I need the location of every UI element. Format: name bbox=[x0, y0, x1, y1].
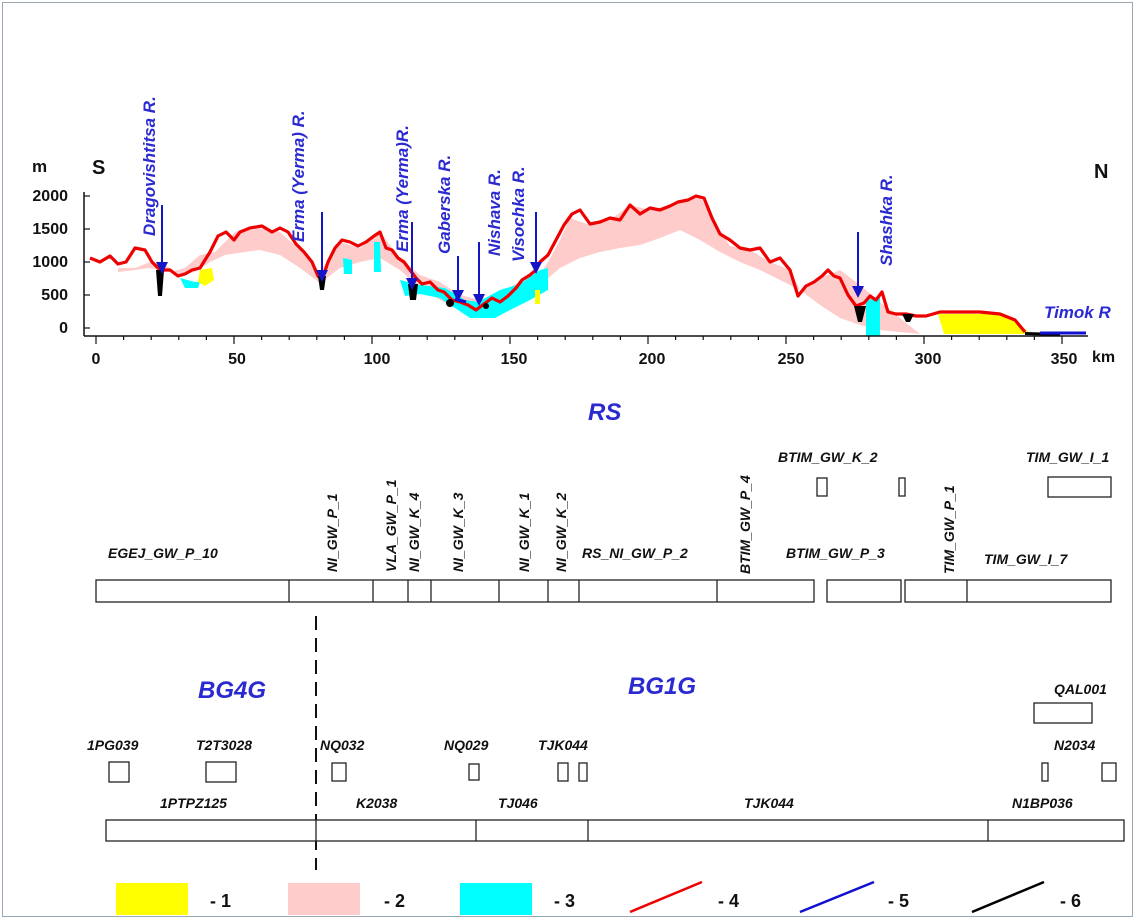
legend-label: - 5 bbox=[888, 891, 909, 911]
south-label: S bbox=[92, 157, 105, 179]
cyan-aquifer-area-2 bbox=[343, 258, 352, 274]
rs-label: TIM_GW_P_1 bbox=[941, 485, 957, 574]
y-axis-ticks bbox=[84, 195, 90, 329]
legend-line-black bbox=[971, 880, 1045, 914]
x-tick-label: 150 bbox=[501, 351, 528, 368]
river-label-visochka: Visochka R. bbox=[509, 166, 528, 262]
north-label: N bbox=[1094, 161, 1108, 183]
bg-label: TJ046 bbox=[498, 795, 538, 811]
x-tick-label: 250 bbox=[778, 351, 805, 368]
bg-section: BG4G BG1G 1PG039 T2T3028 NQ032 NQ029 TJK… bbox=[87, 673, 1125, 842]
y-tick-label: 1500 bbox=[32, 221, 68, 238]
x-tick-label: 100 bbox=[364, 351, 391, 368]
rs-label: BTIM_GW_P_3 bbox=[786, 545, 885, 561]
bg1g-title: BG1G bbox=[628, 673, 696, 700]
bg-label: N1BP036 bbox=[1012, 795, 1073, 811]
rs-label: EGEJ_GW_P_10 bbox=[108, 545, 218, 561]
x-tick-label: 350 bbox=[1051, 351, 1078, 368]
terrain-surface-line bbox=[89, 194, 1027, 334]
rs-label: VLA_GW_P_1 bbox=[383, 479, 399, 572]
legend-label: - 1 bbox=[210, 891, 231, 911]
rs-label: BTIM_GW_K_2 bbox=[778, 449, 878, 465]
yellow-aquifer-area-2 bbox=[938, 314, 1030, 334]
bg-label: QAL001 bbox=[1054, 681, 1107, 697]
river-label-gaberska: Gaberska R. bbox=[435, 155, 454, 254]
x-axis-ticks bbox=[95, 336, 1063, 344]
river-arrows bbox=[156, 205, 864, 306]
legend-label: - 6 bbox=[1060, 891, 1081, 911]
bg-label: TJK044 bbox=[538, 737, 588, 753]
bg-label: 1PTPZ125 bbox=[160, 795, 227, 811]
rs-label: TIM_GW_I_1 bbox=[1026, 449, 1109, 465]
legend-label: - 4 bbox=[718, 891, 739, 911]
rs-label: NI_GW_K_3 bbox=[450, 492, 466, 572]
y-tick-label: 500 bbox=[41, 287, 68, 304]
legend-line-blue bbox=[799, 880, 875, 914]
y-tick-label: 1000 bbox=[32, 254, 68, 271]
legend: - 1 - 2 - 3 - 4 - 5 - 6 bbox=[116, 880, 1081, 915]
bg4g-title: BG4G bbox=[198, 677, 266, 704]
x-axis-unit: km bbox=[1092, 349, 1115, 366]
rs-boxes bbox=[95, 476, 1112, 603]
river-label-shashka: Shashka R. bbox=[877, 174, 896, 266]
y-tick-label: 0 bbox=[59, 320, 68, 337]
bg-label: NQ029 bbox=[444, 737, 489, 753]
bg-label: TJK044 bbox=[744, 795, 794, 811]
bg-label: N2034 bbox=[1054, 737, 1095, 753]
rs-title: RS bbox=[588, 399, 621, 426]
x-tick-label: 50 bbox=[228, 351, 246, 368]
bg-label: NQ032 bbox=[320, 737, 365, 753]
legend-label: - 2 bbox=[384, 891, 405, 911]
bg-boxes bbox=[105, 702, 1125, 842]
river-valley-markers bbox=[156, 270, 1060, 336]
rs-label: BTIM_GW_P_4 bbox=[737, 475, 753, 574]
legend-label: - 3 bbox=[554, 891, 575, 911]
rs-label: NI_GW_K_2 bbox=[553, 492, 569, 572]
legend-swatch-cyan bbox=[460, 883, 532, 915]
yellow-aquifer-area-1 bbox=[198, 268, 214, 286]
legend-swatch-yellow bbox=[116, 883, 188, 915]
rs-label: RS_NI_GW_P_2 bbox=[582, 545, 688, 561]
rs-label: NI_GW_P_1 bbox=[324, 493, 340, 572]
river-label-erma-1: Erma (Yerma) R. bbox=[289, 110, 308, 242]
cyan-aquifer-area-3 bbox=[374, 242, 381, 272]
rs-label: NI_GW_K_4 bbox=[406, 492, 422, 572]
rs-section: RS EGEJ_GW_P_10 NI_GW_P_1 VLA_GW_P_1 NI_… bbox=[95, 399, 1112, 603]
legend-swatch-pink bbox=[288, 883, 360, 915]
river-label-timok: Timok R bbox=[1044, 303, 1111, 322]
river-label-erma-2: Erma (Yerma)R. bbox=[393, 125, 412, 252]
y-axis-unit: m bbox=[32, 157, 47, 176]
bg-label: K2038 bbox=[356, 795, 397, 811]
x-tick-label: 300 bbox=[915, 351, 942, 368]
river-label-dragovishtitsa: Dragovishtitsa R. bbox=[140, 96, 159, 236]
profile-section: m S N km 2000 1500 1000 500 0 0 50 100 1… bbox=[32, 96, 1115, 368]
rs-label: TIM_GW_I_7 bbox=[984, 551, 1068, 567]
x-tick-label: 200 bbox=[639, 351, 666, 368]
river-label-nishava: Nishava R. bbox=[485, 169, 504, 256]
bg-label: T2T3028 bbox=[196, 737, 252, 753]
legend-line-red bbox=[629, 880, 703, 914]
bg-label: 1PG039 bbox=[87, 737, 139, 753]
y-tick-label: 2000 bbox=[32, 188, 68, 205]
rs-label: NI_GW_K_1 bbox=[516, 492, 532, 572]
x-tick-label: 0 bbox=[92, 351, 101, 368]
cyan-aquifer-area-6 bbox=[866, 298, 880, 336]
cyan-aquifer-area-1 bbox=[180, 278, 200, 288]
yellow-aquifer-area-3 bbox=[535, 290, 540, 304]
cyan-aquifer-area-4 bbox=[400, 280, 480, 318]
